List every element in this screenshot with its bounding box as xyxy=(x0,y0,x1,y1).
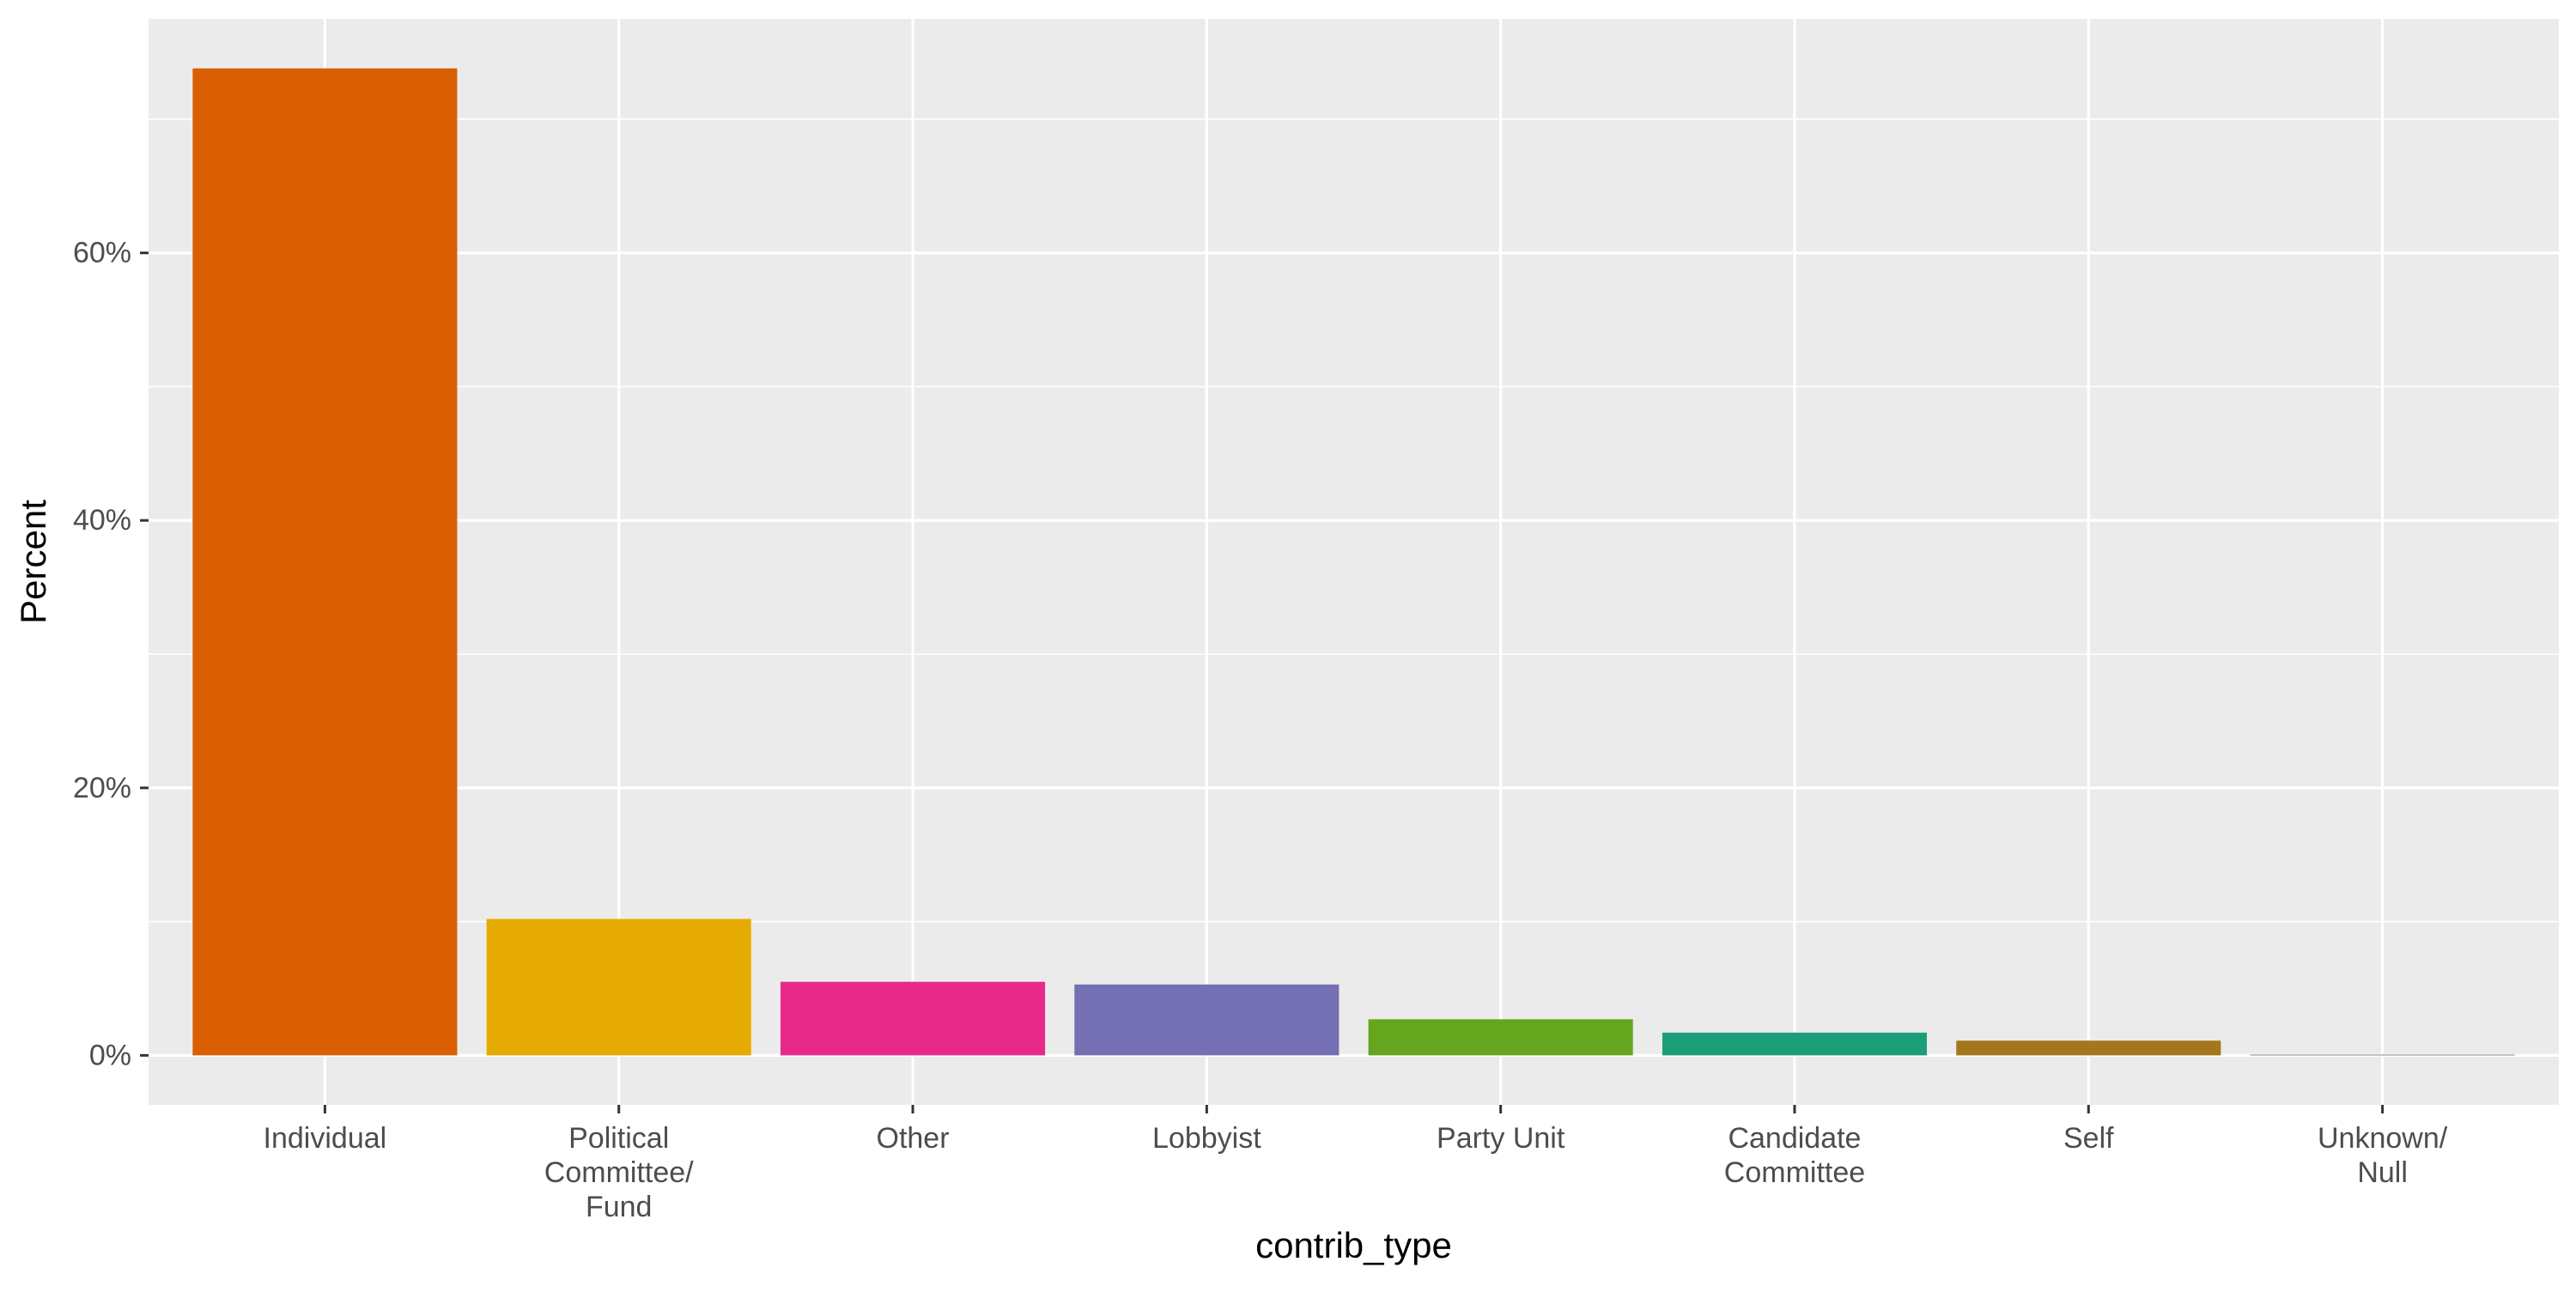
x-tick-label: Other xyxy=(877,1122,950,1155)
x-tick-label-line: Individual xyxy=(264,1122,387,1155)
bar-unknown-null xyxy=(2250,1054,2515,1056)
x-tick-label: Unknown/Null xyxy=(2318,1122,2448,1189)
x-tick-label-line: Candidate xyxy=(1728,1122,1861,1155)
x-tick-label-line: Party Unit xyxy=(1437,1122,1565,1155)
x-tick-label-line: Null xyxy=(2357,1156,2408,1189)
x-tick-label-line: Fund xyxy=(586,1191,653,1223)
bar-party-unit xyxy=(1368,1019,1633,1056)
x-tick-label-line: Committee xyxy=(1724,1156,1865,1189)
x-tick-label: Party Unit xyxy=(1437,1122,1565,1155)
x-tick-label-line: Committee/ xyxy=(544,1156,694,1189)
x-tick-label: Lobbyist xyxy=(1152,1122,1261,1155)
x-tick-label-line: Political xyxy=(568,1122,669,1155)
bar-lobbyist xyxy=(1074,984,1340,1056)
bar-candidate-committee xyxy=(1662,1032,1928,1056)
y-tick-label: 40% xyxy=(73,504,131,537)
x-tick-label-line: Other xyxy=(877,1122,950,1155)
y-axis: 0% 20% 40% 60% xyxy=(73,237,149,1071)
x-tick-label-line: Lobbyist xyxy=(1152,1122,1261,1155)
y-tick-label: 20% xyxy=(73,772,131,804)
bar-self xyxy=(1956,1040,2221,1056)
x-tick-label: Self xyxy=(2063,1122,2114,1155)
bar-other xyxy=(780,981,1046,1056)
x-axis: Individual Political Committee/Fund Other Lo… xyxy=(264,1105,2448,1223)
x-tick-label-line: Unknown/ xyxy=(2318,1122,2448,1155)
x-tick-label: Political Committee/Fund xyxy=(544,1122,694,1223)
x-tick-label-line: Self xyxy=(2063,1122,2114,1155)
x-tick-label: Individual xyxy=(264,1122,387,1155)
y-tick-label: 0% xyxy=(89,1039,131,1071)
x-tick-label: Candidate Committee xyxy=(1724,1122,1865,1189)
y-axis-title: Percent xyxy=(13,500,53,624)
x-axis-title: contrib_type xyxy=(1255,1225,1452,1265)
bar-individual xyxy=(192,68,458,1056)
y-tick-label: 60% xyxy=(73,237,131,270)
bars-group xyxy=(192,68,2515,1056)
bar-political-committee-fund xyxy=(486,919,751,1056)
